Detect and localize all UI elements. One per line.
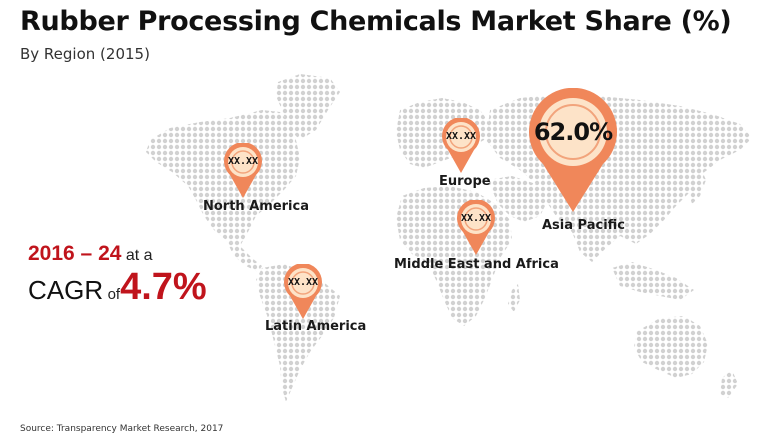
source-note: Source: Transparency Market Research, 20…	[20, 424, 224, 434]
map-pin-icon	[442, 117, 480, 173]
map-pin-asia-pacific: 62.0%	[527, 87, 619, 212]
map-pin-middle-east-africa: XX.XX	[455, 199, 497, 255]
page-subtitle: By Region (2015)	[20, 45, 150, 63]
pin-value: 62.0%	[533, 118, 613, 146]
map-pin-icon	[529, 87, 617, 212]
map-pin-icon	[224, 142, 262, 198]
cagr-value: 4.7%	[120, 266, 207, 308]
map-pin-icon	[284, 263, 322, 319]
cagr-years: 2016 – 24	[28, 242, 122, 265]
map-pin-north-america: XX.XX	[222, 142, 264, 198]
map-pin-latin-america: XX.XX	[282, 263, 324, 319]
region-label-latin-america: Latin America	[265, 319, 367, 334]
map-pin-europe: XX.XX	[440, 117, 482, 173]
map-pin-icon	[457, 199, 495, 255]
pin-value: XX.XX	[460, 213, 492, 224]
pin-value: XX.XX	[227, 156, 259, 167]
cagr-at-a: at a	[125, 247, 153, 264]
cagr-of: of	[107, 286, 121, 303]
region-label-north-america: North America	[203, 199, 309, 214]
region-label-europe: Europe	[439, 174, 491, 189]
cagr-period: 2016 – 24 at a	[28, 242, 153, 266]
pin-value: XX.XX	[445, 131, 477, 142]
region-label-middle-east-africa: Middle East and Africa	[394, 257, 559, 272]
pin-value: XX.XX	[287, 277, 319, 288]
region-label-asia-pacific: Asia Pacific	[542, 218, 626, 233]
cagr-statement: CAGR of4.7%	[28, 266, 207, 309]
cagr-label: CAGR	[28, 275, 104, 305]
page-title: Rubber Processing Chemicals Market Share…	[20, 6, 732, 37]
